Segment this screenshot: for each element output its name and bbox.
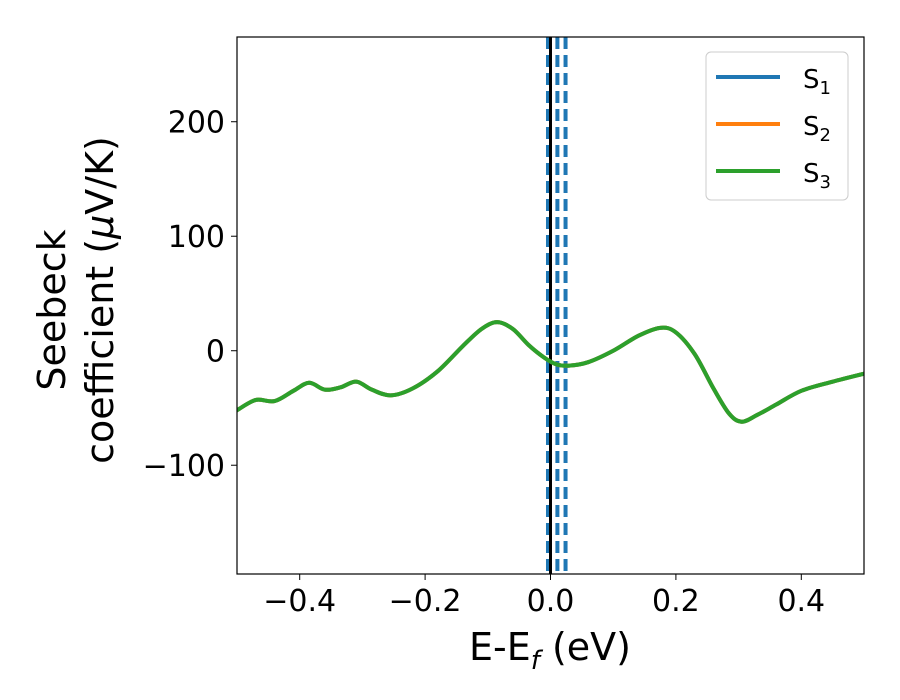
x-axis-label: E-Ef (eV) bbox=[469, 625, 631, 676]
x-tick-label: 0.0 bbox=[527, 584, 575, 619]
x-tick-label: 0.2 bbox=[652, 584, 700, 619]
y-axis-label-suffix: V/K) bbox=[78, 136, 122, 215]
x-axis-label-main: E-E bbox=[469, 625, 531, 669]
series-lines bbox=[237, 320, 864, 424]
x-axis-label-unit: (eV) bbox=[540, 625, 631, 669]
y-tick-label: 200 bbox=[168, 106, 225, 141]
y-tick-label: 0 bbox=[206, 335, 225, 370]
y-axis-label-line2: coefficient (μV/K) bbox=[78, 136, 122, 464]
y-axis-label-line1: Seebeck bbox=[30, 229, 74, 390]
x-tick-label: −0.4 bbox=[263, 584, 336, 619]
legend-label-s3: S3 bbox=[803, 159, 831, 193]
legend-label-s1: S1 bbox=[803, 65, 831, 99]
x-tick-label: −0.2 bbox=[389, 584, 462, 619]
x-axis-ticks: −0.4 −0.2 0.0 0.2 0.4 bbox=[263, 574, 825, 619]
y-tick-label: −100 bbox=[143, 449, 225, 484]
y-tick-label: 100 bbox=[168, 220, 225, 255]
x-tick-label: 0.4 bbox=[777, 584, 825, 619]
legend-label-s2: S2 bbox=[803, 112, 831, 146]
y-axis-ticks: −100 0 100 200 bbox=[143, 106, 237, 484]
y-axis-label-prefix: coefficient ( bbox=[78, 239, 122, 464]
legend: S1 S2 S3 bbox=[705, 51, 849, 201]
series-line-s3 bbox=[237, 320, 864, 424]
y-axis-label-mu: μ bbox=[78, 215, 122, 240]
vertical-reference-lines bbox=[545, 37, 568, 574]
